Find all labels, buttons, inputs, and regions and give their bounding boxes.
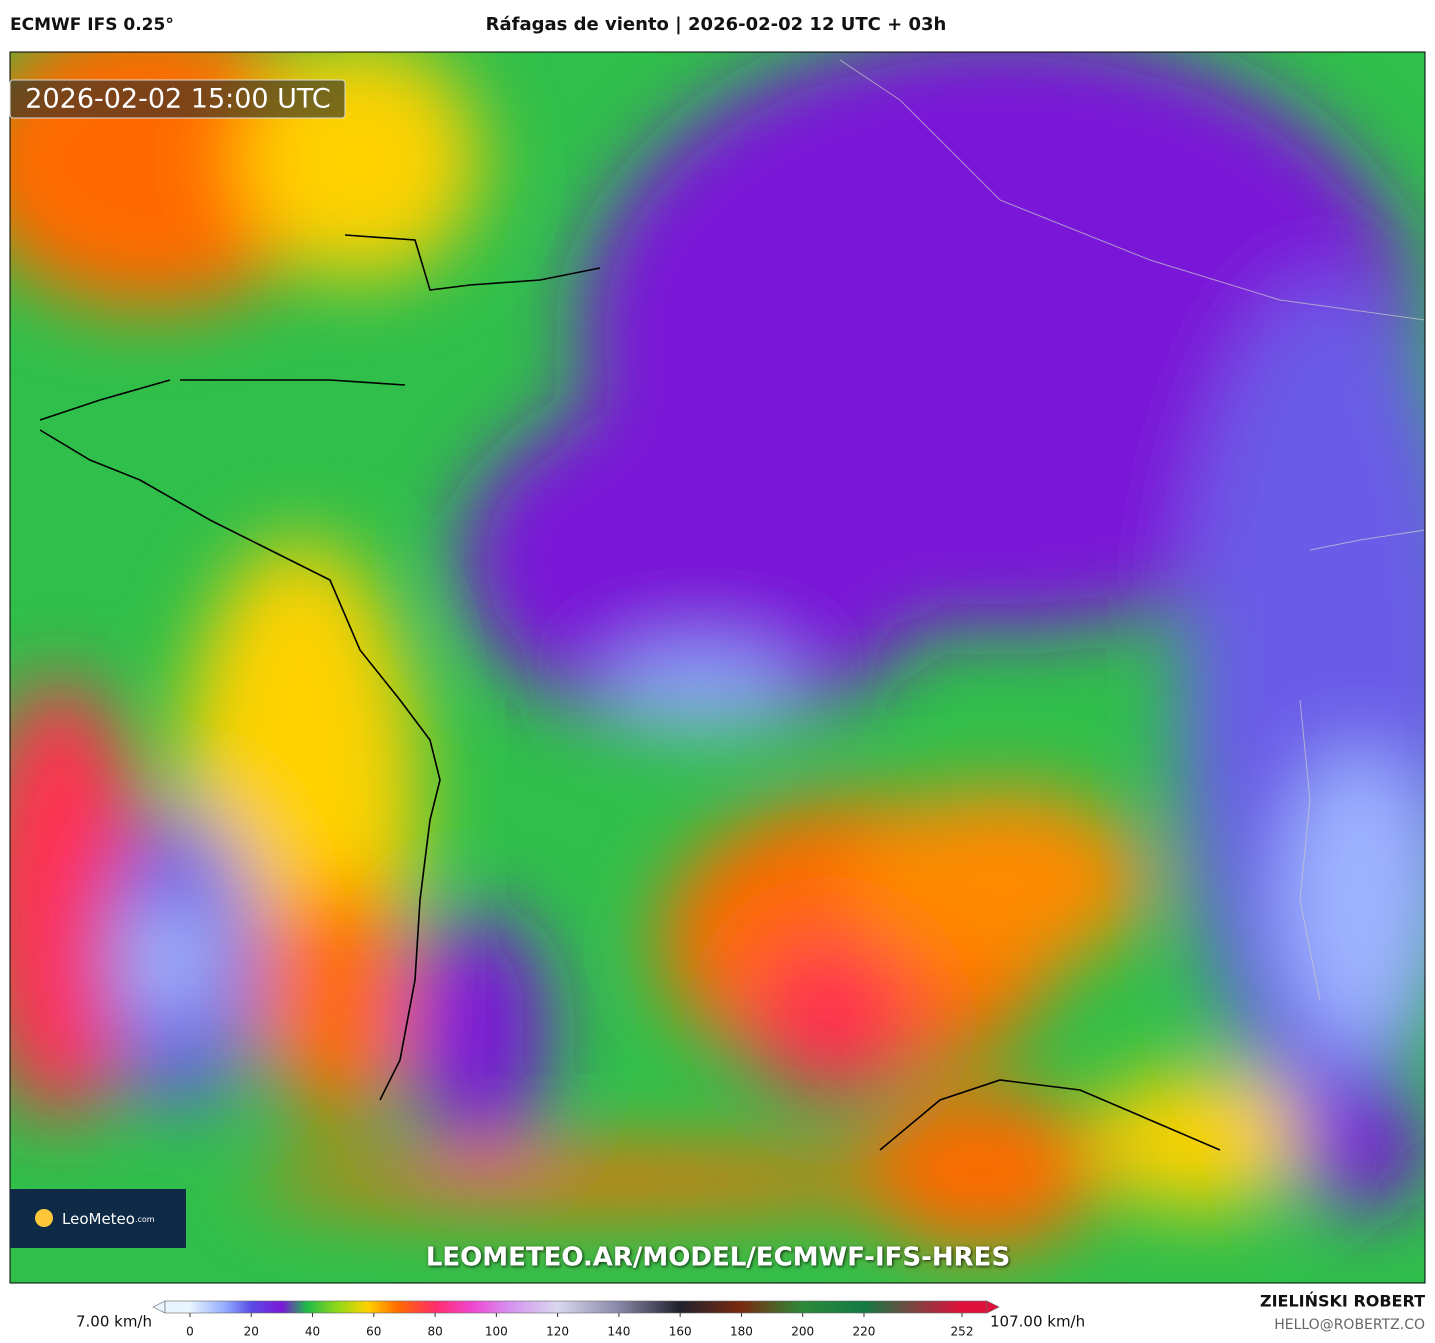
colorbar-tick-label: 120 [546,1325,569,1339]
logo-sun [35,1209,53,1227]
map-field [10,52,1425,1283]
map-title: Ráfagas de viento | 2026-02-02 12 UTC + … [486,14,947,35]
colorbar-tick-label: 140 [607,1325,630,1339]
colorbar: 0 20 40 60 80 100 120 140 160 180 200 220 252 [152,1300,1000,1339]
colorbar-tick-label: 160 [669,1325,692,1339]
colorbar-tick-label: 100 [485,1325,508,1339]
colorbar-min-label: 7.00 km/h [76,1313,152,1331]
timestamp-box [9,79,346,119]
colorbar-max-label: 107.00 km/h [990,1313,1085,1331]
watermark: LEOMETEO.AR/MODEL/ECMWF-IFS-HRES [426,1243,1010,1273]
colorbar-tick-label: 40 [305,1325,320,1339]
colorbar-scale [164,1300,988,1314]
colorbar-max-extend [986,1300,1000,1314]
timestamp: 2026-02-02 15:00 UTC [25,84,330,115]
model-label: ECMWF IFS 0.25° [10,15,174,35]
colorbar-tick-label: 20 [244,1325,259,1339]
colorbar-tick-label: 252 [951,1325,974,1339]
colorbar-tick-label: 0 [186,1325,194,1339]
logo-name: LeoMeteo [62,1210,135,1228]
colorbar-tick-label: 60 [366,1325,381,1339]
logo-suffix: .com [135,1215,155,1224]
colorbar-tick-label: 220 [853,1325,876,1339]
colorbar-tick-label: 80 [427,1325,442,1339]
colorbar-min-extend [152,1300,166,1314]
email: HELLO@ROBERTZ.CO [1274,1317,1425,1333]
author: ZIELIŃSKI ROBERT [1260,1292,1425,1311]
colorbar-tick-label: 200 [791,1325,814,1339]
colorbar-tick-label: 180 [730,1325,753,1339]
coastline [39,234,1221,1151]
logo-text: LeoMeteo.com [62,1210,155,1228]
borders [839,59,1425,1001]
